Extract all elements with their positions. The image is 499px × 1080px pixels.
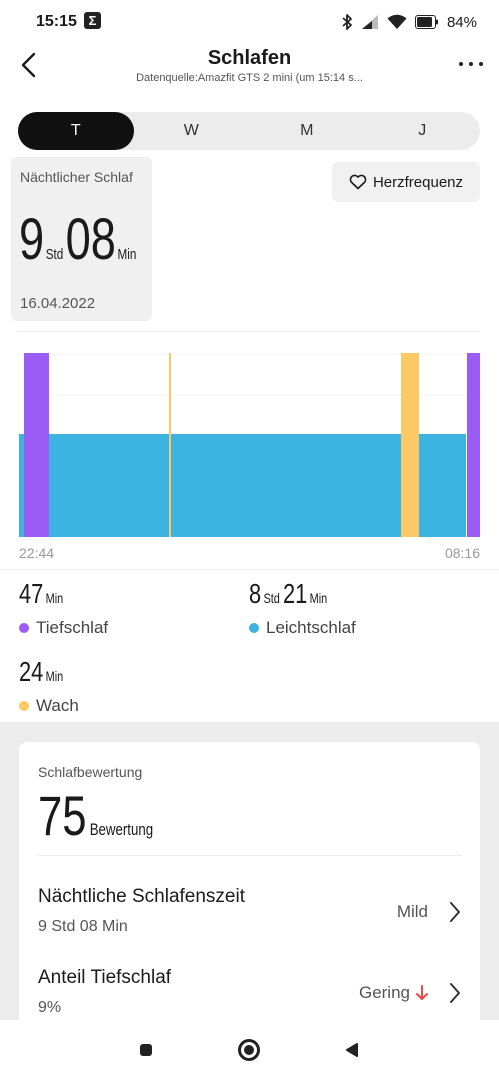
divider: [18, 331, 480, 332]
signal-icon: [361, 15, 378, 29]
stat-label: Leichtschlaf: [266, 618, 356, 637]
metric-rating-text: Mild: [396, 902, 428, 921]
divider: [38, 855, 462, 856]
metric-title: Nächtliche Schlafenszeit: [38, 886, 245, 907]
awake-dot-icon: [19, 701, 29, 711]
chart-end-time: 08:16: [444, 545, 480, 561]
awake-segment: [169, 353, 171, 537]
sleep-stage-plot: [18, 353, 481, 537]
back-arrow-icon[interactable]: [16, 50, 42, 80]
score-unit: Bewertung: [89, 820, 154, 839]
stat-deep-sleep: 47 Min Tiefschlaf: [19, 578, 108, 638]
score-value-row: 75 Bewertung: [38, 786, 186, 846]
page-title: Schlafen: [207, 47, 292, 69]
score-value: 75: [38, 784, 87, 847]
sleep-summary-card[interactable]: Nächtlicher Schlaf 9 Std08 Min 16.04.2022: [11, 157, 152, 321]
home-icon[interactable]: [238, 1039, 260, 1061]
recents-icon[interactable]: [140, 1044, 152, 1056]
status-time: 15:15: [36, 13, 77, 30]
stat-awake: 24 Min Wach: [19, 656, 80, 716]
heart-rate-button[interactable]: Herzfrequenz: [332, 162, 480, 202]
summary-hours: 9: [19, 207, 45, 272]
metric-value: 9%: [38, 999, 62, 1016]
stat-number: 21: [283, 578, 308, 609]
deep-sleep-segment: [24, 353, 49, 537]
stat-number: 8: [249, 578, 262, 609]
heart-rate-label: Herzfrequenz: [372, 173, 464, 191]
deep-sleep-dot-icon: [19, 623, 29, 633]
deep-sleep-segment: [467, 353, 480, 537]
stat-number: 24: [19, 656, 44, 687]
stat-unit: Std: [263, 590, 280, 606]
chart-start-time: 22:44: [19, 545, 55, 561]
bluetooth-icon: [342, 14, 352, 30]
summary-label: Nächtlicher Schlaf: [20, 169, 133, 185]
summary-minutes-unit: Min: [117, 246, 137, 263]
summary-date: 16.04.2022: [20, 295, 96, 312]
data-source-subtitle: Datenquelle:Amazfit GTS 2 mini (um 15:14…: [136, 72, 363, 84]
chevron-right-icon[interactable]: [448, 900, 462, 924]
metric-rating: Mild: [397, 902, 428, 922]
app-header: Schlafen Datenquelle:Amazfit GTS 2 mini …: [0, 44, 499, 104]
stat-label-row: Leichtschlaf: [249, 618, 356, 638]
sigma-icon: Σ: [84, 12, 101, 29]
period-tabs: T W M J: [18, 112, 480, 150]
status-icons: 84%: [341, 11, 477, 33]
sleep-stage-chart[interactable]: 22:44 08:16: [0, 340, 499, 570]
awake-segment: [401, 353, 419, 537]
tab-day[interactable]: T: [18, 112, 134, 150]
metric-row-deep-sleep-share[interactable]: Anteil Tiefschlaf 9% Gering: [19, 967, 480, 1031]
stat-label-row: Tiefschlaf: [19, 618, 108, 638]
metric-title: Anteil Tiefschlaf: [38, 967, 172, 988]
status-bar: 15:15 Σ 84%: [0, 0, 499, 44]
metric-rating: Gering: [359, 983, 428, 1003]
stat-label: Tiefschlaf: [36, 618, 109, 637]
summary-duration: 9 Std08 Min: [19, 207, 172, 273]
stat-value: 47 Min: [19, 578, 108, 610]
sleep-score-card: Schlafbewertung 75 Bewertung Nächtliche S…: [19, 742, 480, 1032]
light-sleep-segment: [19, 434, 466, 537]
tab-year[interactable]: J: [418, 122, 427, 139]
chevron-right-icon[interactable]: [448, 981, 462, 1005]
stat-value: 8 Std 21 Min: [249, 578, 356, 610]
stat-unit: Min: [45, 590, 64, 606]
back-icon[interactable]: [344, 1042, 358, 1058]
divider: [0, 569, 499, 570]
stat-light-sleep: 8 Std 21 Min Leichtschlaf: [249, 578, 356, 638]
battery-icon: [414, 15, 438, 29]
summary-minutes: 08: [65, 207, 116, 272]
battery-percent: 84%: [446, 13, 477, 31]
metric-row-sleep-time[interactable]: Nächtliche Schlafenszeit 9 Std 08 Min Mi…: [19, 886, 480, 950]
stat-unit: Min: [309, 590, 328, 606]
wifi-icon: [387, 14, 407, 29]
light-sleep-dot-icon: [249, 623, 259, 633]
system-nav-bar: [0, 1020, 499, 1080]
metric-rating-text: Gering: [358, 983, 410, 1002]
more-options-icon[interactable]: [459, 54, 483, 74]
stat-label: Wach: [36, 696, 79, 715]
metric-value: 9 Std 08 Min: [38, 918, 128, 935]
heart-icon: [349, 174, 367, 190]
score-label: Schlafbewertung: [38, 764, 143, 780]
stat-label-row: Wach: [19, 696, 80, 716]
tab-week[interactable]: W: [183, 122, 199, 139]
arrow-down-icon: [416, 985, 428, 1000]
stat-number: 47: [19, 578, 44, 609]
stat-unit: Min: [45, 668, 64, 684]
summary-hours-unit: Std: [45, 246, 64, 263]
stat-value: 24 Min: [19, 656, 80, 688]
tab-month[interactable]: M: [300, 122, 314, 139]
